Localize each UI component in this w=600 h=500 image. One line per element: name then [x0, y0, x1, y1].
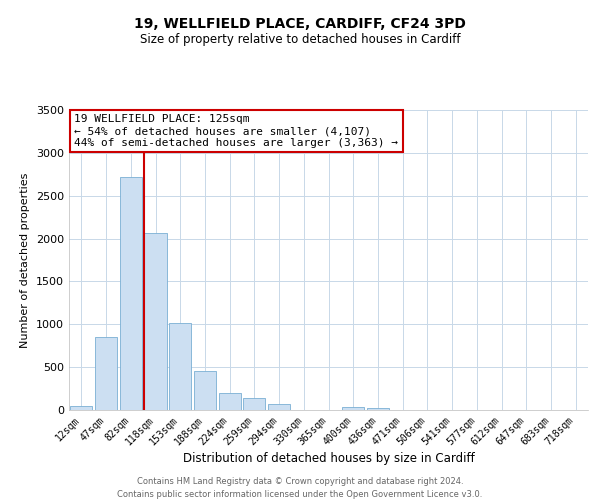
Text: Contains public sector information licensed under the Open Government Licence v3: Contains public sector information licen…: [118, 490, 482, 499]
Text: 19, WELLFIELD PLACE, CARDIFF, CF24 3PD: 19, WELLFIELD PLACE, CARDIFF, CF24 3PD: [134, 18, 466, 32]
Y-axis label: Number of detached properties: Number of detached properties: [20, 172, 31, 348]
Bar: [218, 393, 241, 410]
Text: 19 WELLFIELD PLACE: 125sqm
← 54% of detached houses are smaller (4,107)
44% of s: 19 WELLFIELD PLACE: 125sqm ← 54% of deta…: [74, 114, 398, 148]
Bar: [119, 177, 142, 410]
Bar: [169, 324, 191, 410]
Bar: [243, 398, 265, 410]
Bar: [95, 337, 117, 410]
Bar: [70, 406, 92, 410]
Bar: [145, 232, 167, 410]
Text: Size of property relative to detached houses in Cardiff: Size of property relative to detached ho…: [140, 32, 460, 46]
X-axis label: Distribution of detached houses by size in Cardiff: Distribution of detached houses by size …: [182, 452, 475, 466]
Bar: [342, 407, 364, 410]
Bar: [268, 404, 290, 410]
Bar: [194, 371, 216, 410]
Bar: [367, 408, 389, 410]
Text: Contains HM Land Registry data © Crown copyright and database right 2024.: Contains HM Land Registry data © Crown c…: [137, 478, 463, 486]
